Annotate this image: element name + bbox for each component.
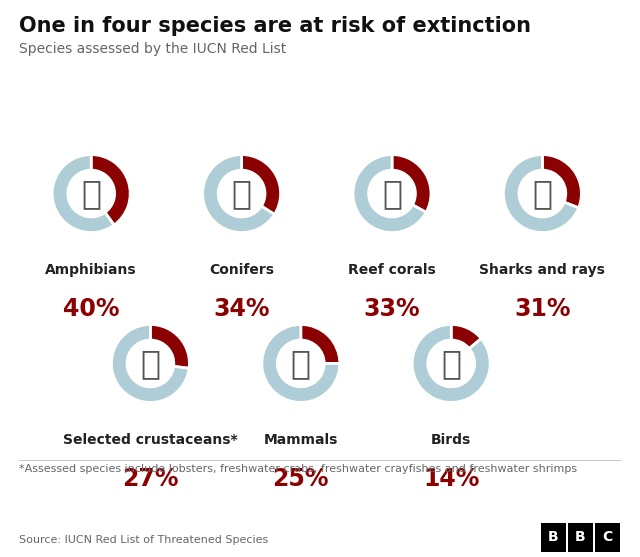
Wedge shape <box>353 154 426 232</box>
Text: 🦈: 🦈 <box>532 177 552 210</box>
Wedge shape <box>504 154 579 232</box>
Wedge shape <box>301 324 340 363</box>
Wedge shape <box>241 154 280 214</box>
Wedge shape <box>91 154 130 225</box>
Text: B: B <box>575 530 586 544</box>
Wedge shape <box>412 324 490 402</box>
Text: Conifers: Conifers <box>209 263 274 277</box>
Text: Mammals: Mammals <box>264 433 338 447</box>
Wedge shape <box>451 324 481 349</box>
Text: Birds: Birds <box>431 433 471 447</box>
Wedge shape <box>111 324 189 402</box>
Text: 🪸: 🪸 <box>382 177 402 210</box>
Text: 31%: 31% <box>514 297 571 321</box>
Wedge shape <box>392 154 431 212</box>
Wedge shape <box>203 154 275 232</box>
Text: C: C <box>602 530 612 544</box>
Text: *Assessed species include lobsters, freshwater crabs, freshwater crayfishes and : *Assessed species include lobsters, fres… <box>19 464 577 474</box>
Text: One in four species are at risk of extinction: One in four species are at risk of extin… <box>19 16 531 36</box>
Text: 34%: 34% <box>213 297 270 321</box>
Text: 25%: 25% <box>273 467 329 491</box>
Text: 🦐: 🦐 <box>140 347 161 380</box>
Wedge shape <box>262 324 340 402</box>
Text: Amphibians: Amphibians <box>45 263 137 277</box>
Text: 40%: 40% <box>63 297 120 321</box>
Text: 27%: 27% <box>122 467 179 491</box>
Text: B: B <box>548 530 559 544</box>
Text: 🌲: 🌲 <box>232 177 252 210</box>
FancyBboxPatch shape <box>595 523 620 551</box>
Text: Reef corals: Reef corals <box>348 263 436 277</box>
Text: Species assessed by the IUCN Red List: Species assessed by the IUCN Red List <box>19 42 287 56</box>
Wedge shape <box>542 154 581 208</box>
FancyBboxPatch shape <box>541 523 566 551</box>
Text: Sharks and rays: Sharks and rays <box>479 263 605 277</box>
Text: 14%: 14% <box>423 467 479 491</box>
Text: 🐻: 🐻 <box>291 347 311 380</box>
Text: 33%: 33% <box>364 297 420 321</box>
FancyBboxPatch shape <box>568 523 593 551</box>
Wedge shape <box>150 324 189 368</box>
Text: 🐦: 🐦 <box>441 347 461 380</box>
Wedge shape <box>52 154 114 232</box>
Text: Selected crustaceans*: Selected crustaceans* <box>63 433 237 447</box>
Text: 🐸: 🐸 <box>81 177 101 210</box>
Text: Source: IUCN Red List of Threatened Species: Source: IUCN Red List of Threatened Spec… <box>19 535 268 545</box>
